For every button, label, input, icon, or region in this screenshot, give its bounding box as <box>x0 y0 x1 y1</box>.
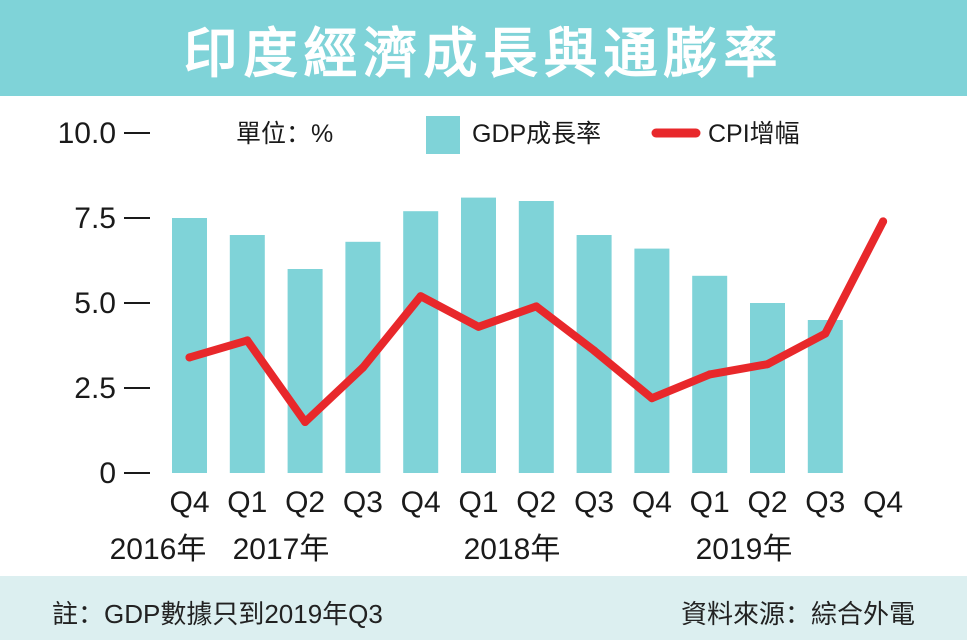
x-tick-label: Q4 <box>863 486 903 519</box>
gdp-bar <box>172 218 207 473</box>
gdp-bars <box>172 197 843 473</box>
cpi-point <box>185 353 194 362</box>
gdp-bar <box>634 248 670 473</box>
x-tick-label: Q4 <box>401 486 441 519</box>
chart-title: 印度經濟成長與通膨率 <box>183 21 784 85</box>
gdp-bar <box>750 303 785 473</box>
cpi-point <box>821 329 830 338</box>
legend-cpi-label: CPI增幅 <box>708 120 800 148</box>
gdp-bar <box>461 197 496 473</box>
legend-gdp-label: GDP成長率 <box>472 120 601 148</box>
y-axis: 10.0 7.5 5.0 2.5 0 <box>58 117 150 490</box>
cpi-point <box>474 322 483 331</box>
chart-area: 10.0 7.5 5.0 2.5 0 Q4 Q1 Q2 Q3 Q4 Q1 Q2 Q3 Q4 Q1 Q2 Q3 Q… <box>0 96 967 576</box>
cpi-point <box>879 217 888 226</box>
x-tick-label: Q1 <box>458 486 498 519</box>
x-tick-label: Q3 <box>574 486 614 519</box>
x-tick-label: Q4 <box>169 486 209 519</box>
legend: 單位：% GDP成長率 CPI增幅 <box>236 116 800 154</box>
footnote: 註：GDP數據只到2019年Q3 <box>52 599 383 629</box>
x-year-label: 2018年 <box>464 533 561 566</box>
y-tick-label: 10.0 <box>58 117 116 150</box>
y-tick-label: 2.5 <box>74 372 116 405</box>
legend-gdp-swatch <box>426 116 460 154</box>
x-tick-label: Q1 <box>227 486 267 519</box>
gdp-bar <box>807 320 843 473</box>
cpi-point <box>243 336 252 345</box>
cpi-point <box>416 292 425 301</box>
x-tick-label: Q4 <box>632 486 672 519</box>
x-year-label: 2017年 <box>233 533 330 566</box>
title-bar: 印度經濟成長與通膨率 <box>0 0 967 96</box>
footer <box>0 576 967 640</box>
y-tick-label: 5.0 <box>74 287 116 320</box>
cpi-point <box>358 363 367 372</box>
y-tick-label: 0 <box>99 457 116 490</box>
source-note: 資料來源：綜合外電 <box>680 599 915 629</box>
cpi-point <box>647 394 656 403</box>
gdp-bar <box>287 269 323 473</box>
chart-svg: 10.07.55.02.50 Q4 Q1 Q2 Q3 Q4 Q1 Q2 Q3 Q4 Q1 Q2 Q3 Q… <box>58 116 903 566</box>
x-tick-label: Q2 <box>285 486 325 519</box>
x-year-label: 2019年 <box>696 533 793 566</box>
y-tick-label: 7.5 <box>74 202 116 235</box>
x-tick-label: Q2 <box>747 486 787 519</box>
cpi-point <box>301 418 310 426</box>
unit-label: 單位：% <box>236 120 333 148</box>
x-tick-label: Q3 <box>343 486 383 519</box>
x-tick-label: Q1 <box>690 486 730 519</box>
x-year-label: 2016年 <box>110 533 207 566</box>
x-axis: Q4 Q1 Q2 Q3 Q4 Q1 Q2 Q3 Q4 Q1 Q2 Q3 Q4 2016年 2017年 2018… <box>110 486 903 566</box>
gdp-bar <box>518 201 554 473</box>
x-tick-label: Q3 <box>805 486 845 519</box>
gdp-bar <box>403 211 439 473</box>
cpi-point <box>705 370 714 379</box>
x-tick-label: Q2 <box>516 486 556 519</box>
cpi-point <box>590 346 599 355</box>
cpi-point <box>532 302 541 311</box>
cpi-line-group <box>185 217 888 426</box>
cpi-point <box>763 360 772 369</box>
